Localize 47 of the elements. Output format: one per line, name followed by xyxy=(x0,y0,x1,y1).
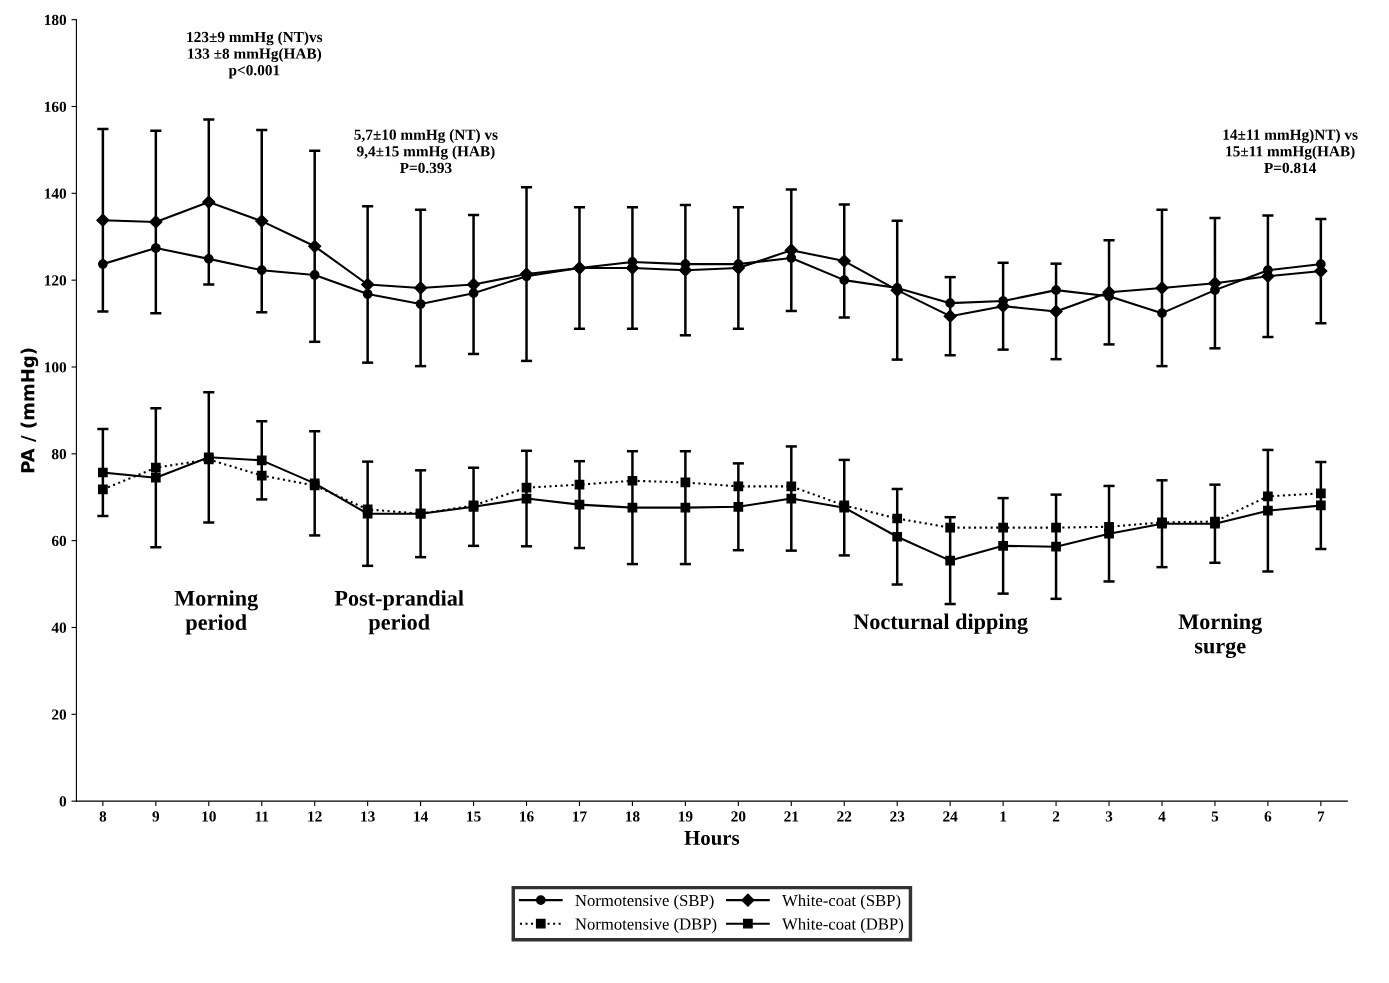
annotation: Morning surge xyxy=(1178,613,1262,659)
x-tick-label: 6 xyxy=(1264,811,1272,822)
x-tick-label: 15 xyxy=(467,811,481,822)
annotation: Nocturnal dipping xyxy=(853,613,1028,634)
x-tick-label: 24 xyxy=(943,811,958,822)
x-tick-label: 19 xyxy=(678,811,693,822)
annotation: Post-prandial period xyxy=(334,590,464,635)
y-tick-label: 0 xyxy=(59,796,67,807)
y-tick-label: 120 xyxy=(44,275,67,286)
y-tick-label: 40 xyxy=(51,622,67,633)
x-tick-label: 9 xyxy=(152,811,160,822)
legend-label: White-coat (DBP) xyxy=(782,917,904,934)
x-tick-label: 16 xyxy=(520,811,534,822)
x-tick-label: 14 xyxy=(414,811,428,822)
x-tick-label: 4 xyxy=(1158,811,1166,822)
x-tick-label: 3 xyxy=(1105,811,1113,822)
x-tick-label: 11 xyxy=(255,811,269,822)
x-tick-label: 22 xyxy=(837,811,852,822)
x-tick-label: 17 xyxy=(573,811,587,822)
x-tick-label: 1 xyxy=(1000,811,1007,822)
annotation: 14±11 mmHg)NT) vs 15±11 mmHg(HAB) P=0.814 xyxy=(1223,129,1358,174)
legend-label: White-coat (SBP) xyxy=(782,894,901,910)
x-tick-label: 13 xyxy=(361,811,375,822)
x-tick-label: 5 xyxy=(1211,811,1219,822)
x-axis-title: Hours xyxy=(684,831,740,845)
x-tick-label: 2 xyxy=(1052,811,1060,822)
x-tick-label: 21 xyxy=(784,811,799,822)
annotation: 5,7±10 mmHg (NT) vs 9,4±15 mmHg (HAB) P=0.393 xyxy=(354,129,498,174)
y-tick-label: 180 xyxy=(44,14,67,26)
annotation: Morning period xyxy=(174,590,258,635)
x-tick-label: 18 xyxy=(626,811,640,822)
annotation: 123±9 mmHg (NT)vs 133 ±8 mmHg(HAB) p<0.001 xyxy=(187,31,323,79)
legend-label: Normotensive (SBP) xyxy=(575,894,714,910)
x-tick-label: 12 xyxy=(308,811,322,822)
x-tick-label: 20 xyxy=(731,811,746,822)
y-tick-label: 80 xyxy=(51,448,67,460)
y-axis-title: PA / (mmHg) xyxy=(20,348,39,473)
y-tick-label: 140 xyxy=(44,188,67,199)
y-tick-label: 20 xyxy=(52,709,67,720)
legend-label: Normotensive (DBP) xyxy=(575,917,717,934)
x-tick-label: 10 xyxy=(202,811,216,822)
y-tick-label: 160 xyxy=(44,101,67,112)
x-tick-label: 8 xyxy=(99,811,107,822)
y-tick-label: 100 xyxy=(44,362,67,373)
x-tick-label: 23 xyxy=(890,811,905,822)
y-tick-label: 60 xyxy=(51,535,67,547)
x-tick-label: 7 xyxy=(1317,811,1325,822)
